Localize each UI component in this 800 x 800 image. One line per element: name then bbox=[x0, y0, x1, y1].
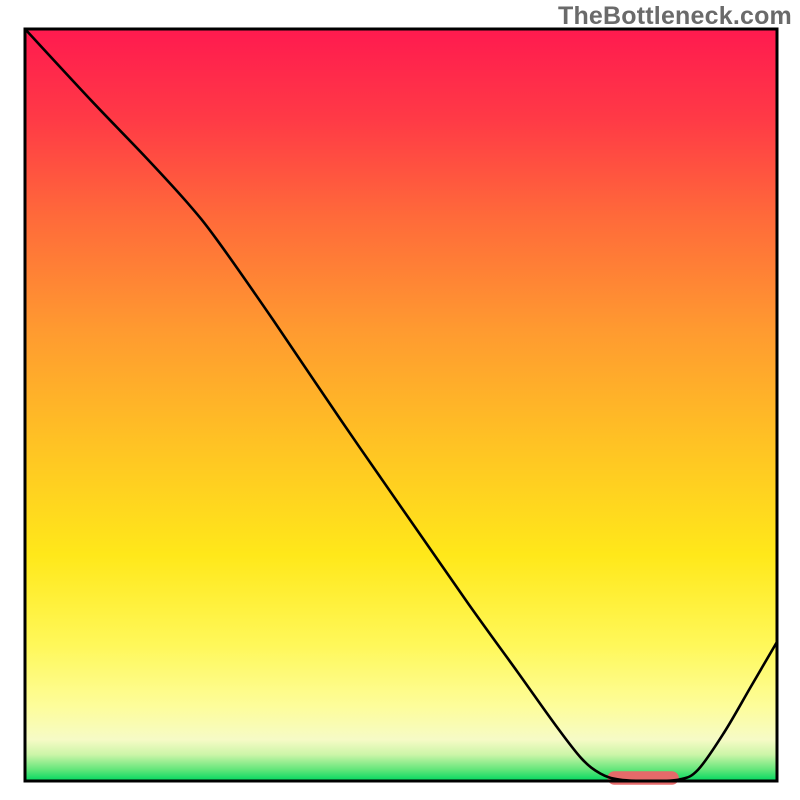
bottleneck-chart bbox=[0, 0, 800, 800]
watermark-text: TheBottleneck.com bbox=[558, 2, 792, 31]
heatmap-gradient bbox=[25, 29, 777, 781]
optimal-range-marker bbox=[607, 771, 678, 785]
chart-container: TheBottleneck.com bbox=[0, 0, 800, 800]
